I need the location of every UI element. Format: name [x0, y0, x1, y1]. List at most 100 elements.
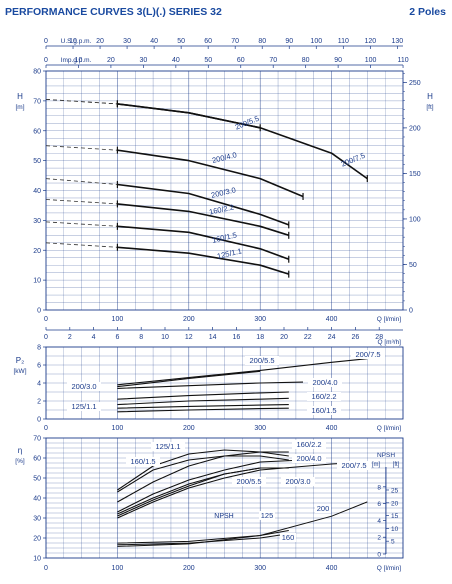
- q-m3h-tick-label: 28: [375, 334, 383, 341]
- p2-tick-label: 4: [37, 381, 41, 388]
- q-lmin-tick-label: 300: [254, 425, 266, 432]
- npsh-m-tick-label: 2: [377, 535, 381, 542]
- q-m3h-tick-label: 24: [328, 334, 336, 341]
- power-series-label: 200/5.5: [249, 356, 274, 365]
- head-series-label: 200/3.0: [210, 185, 236, 199]
- power-series-label: 160/1.5: [311, 406, 336, 415]
- q-m3h-tick-label: 4: [92, 334, 96, 341]
- power-curve-125-1-1: [117, 407, 289, 413]
- head-curve-125-1-1: [117, 246, 290, 275]
- efficiency-series-label: 200/7.5: [341, 461, 366, 470]
- usgpm-tick-label: 20: [96, 38, 104, 45]
- q-m3h-tick-label: 16: [233, 334, 241, 341]
- usgpm-tick-label: 90: [285, 38, 293, 45]
- q-m3h-tick-label: 12: [185, 334, 193, 341]
- efficiency-label-bg: [292, 440, 326, 449]
- q-m3h-tick-label: 18: [256, 334, 264, 341]
- npsh-m-tick-label: 0: [377, 552, 381, 559]
- head-curve-200-3-0-dashed: [45, 178, 118, 185]
- chart-title: PERFORMANCE CURVES 3(L)(.) SERIES 32: [5, 6, 222, 18]
- eta-tick-label: 50: [33, 476, 41, 483]
- efficiency-label-bg: [337, 461, 371, 470]
- usgpm-tick-label: 60: [204, 38, 212, 45]
- h-m-tick-label: 80: [33, 69, 41, 76]
- h-ft-tick-label: 150: [409, 171, 421, 178]
- usgpm-tick-label: 100: [310, 38, 322, 45]
- q-lmin-tick-label: 300: [254, 316, 266, 323]
- efficiency-curve-160-1-5: [117, 455, 289, 493]
- eta-tick-label: 20: [33, 536, 41, 543]
- efficiency-label-bg: [126, 457, 160, 466]
- eta-tick-label: 60: [33, 456, 41, 463]
- q-m3h-tick-label: 8: [139, 334, 143, 341]
- q-m3h-tick-label: 26: [352, 334, 360, 341]
- h-ft-tick-label: 50: [409, 262, 417, 269]
- npsh-ft-tick-label: 10: [391, 526, 399, 533]
- p2-label: P₂: [16, 356, 24, 365]
- p2-tick-label: 6: [37, 363, 41, 370]
- impgpm-tick-label: 80: [302, 57, 310, 64]
- q-lmin-tick-label: 200: [183, 316, 195, 323]
- power-curve-200-4-0: [117, 381, 304, 389]
- power-label-bg: [245, 356, 279, 365]
- impgpm-tick-label: 90: [334, 57, 342, 64]
- impgpm-tick-label: 40: [172, 57, 180, 64]
- efficiency-series-label: 125/1.1: [155, 442, 180, 451]
- q-lmin-tick-label: 0: [44, 425, 48, 432]
- usgpm-tick-label: 50: [177, 38, 185, 45]
- impgpm-label: Imp.g.p.m.: [61, 57, 92, 64]
- q-m3h-tick-label: 10: [161, 334, 169, 341]
- efficiency-label-bg: [151, 442, 185, 451]
- h-ft-unit: [ft]: [426, 104, 433, 111]
- h-m-tick-label: 50: [33, 158, 41, 165]
- head-curve-200-5-5: [117, 103, 261, 129]
- efficiency-curve-200-4-0: [117, 459, 304, 513]
- power-label-bg: [307, 406, 341, 415]
- npsh-label-bg: [259, 511, 275, 520]
- efficiency-series-label: 160/1.5: [130, 457, 155, 466]
- h-ft-tick-label: 200: [409, 125, 421, 132]
- eta-tick-label: 10: [33, 556, 41, 563]
- npsh-series-label: 200: [317, 504, 330, 513]
- usgpm-tick-label: 120: [364, 38, 376, 45]
- impgpm-tick-label: 110: [397, 57, 408, 64]
- power-series-label: 200/3.0: [71, 382, 96, 391]
- usgpm-tick-label: 80: [258, 38, 266, 45]
- q-m3h-tick-label: 2: [68, 334, 72, 341]
- h-m-tick-label: 60: [33, 128, 41, 135]
- usgpm-tick-label: 40: [150, 38, 158, 45]
- q-lmin-label: Q [l/min]: [377, 565, 401, 572]
- head-curve-160-2-2: [117, 203, 290, 237]
- power-curve-160-2-2: [117, 397, 289, 406]
- power-label-bg: [351, 350, 385, 359]
- h-ft-label: H: [427, 92, 433, 101]
- q-lmin-tick-label: 100: [112, 425, 124, 432]
- impgpm-tick-label: 20: [107, 57, 115, 64]
- p2-tick-label: 8: [37, 345, 41, 352]
- efficiency-curve-200-3-0: [117, 467, 289, 517]
- npsh-label-bg: [280, 533, 296, 542]
- efficiency-series-label: 200/4.0: [296, 454, 321, 463]
- npsh-m-tick-label: 8: [377, 484, 381, 491]
- q-m3h-tick-label: 20: [280, 334, 288, 341]
- eta-tick-label: 70: [33, 436, 41, 443]
- usgpm-tick-label: 10: [69, 38, 77, 45]
- head-curve-200-4-0-dashed: [45, 145, 118, 151]
- efficiency-label-bg: [292, 454, 326, 463]
- impgpm-tick-label: 0: [44, 57, 48, 64]
- h-ft-tick-label: 100: [409, 216, 421, 223]
- npsh-m-tick-label: 4: [377, 518, 381, 525]
- q-lmin-tick-label: 200: [183, 425, 195, 432]
- power-curve-200-7-5: [117, 358, 368, 386]
- usgpm-tick-label: 70: [231, 38, 239, 45]
- q-m3h-label: Q [m³/h]: [378, 339, 402, 346]
- h-m-unit: [m]: [15, 104, 24, 111]
- npsh-series-label: 125: [261, 511, 274, 520]
- eta-label: η: [18, 446, 22, 455]
- power-series-label: 160/2.2: [311, 392, 336, 401]
- npsh-label: NPSH: [377, 452, 395, 459]
- npsh-curve-200: [117, 501, 368, 547]
- impgpm-tick-label: 60: [237, 57, 245, 64]
- usgpm-tick-label: 130: [392, 38, 404, 45]
